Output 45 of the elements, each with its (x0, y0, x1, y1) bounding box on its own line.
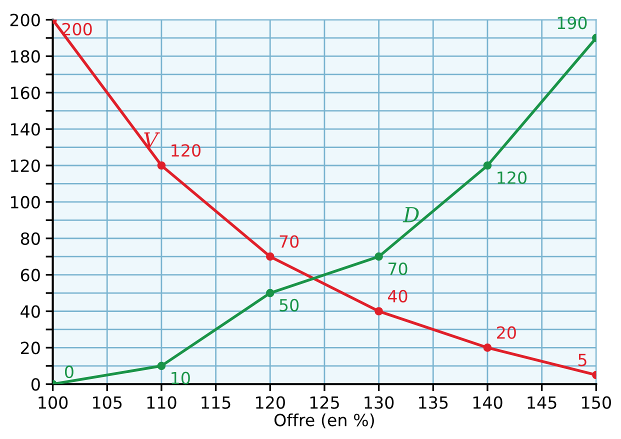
x-tick-label: 105 (93, 396, 122, 409)
data-label: 200 (62, 22, 92, 36)
point (483, 161, 492, 170)
y-tick-label: 200 (10, 14, 40, 26)
y-tick-label: 80 (20, 232, 40, 245)
point (157, 161, 166, 170)
data-label: 10 (172, 372, 190, 384)
data-label: 70 (280, 235, 299, 248)
point (266, 288, 274, 298)
x-tick-label: 115 (202, 396, 230, 409)
point (374, 252, 383, 261)
y-tick-label: 100 (11, 196, 40, 209)
y-tick-label: 140 (11, 123, 40, 136)
x-tick-label: 140 (473, 396, 502, 409)
y-tick-label: 180 (11, 50, 40, 63)
data-label: 5 (578, 354, 586, 366)
series-label: D (402, 207, 419, 222)
series-label: V (144, 132, 160, 148)
data-label: 40 (388, 290, 408, 302)
y-tick-label: 0 (31, 378, 40, 391)
point (157, 362, 166, 370)
point (266, 252, 274, 261)
data-label: 190 (558, 16, 587, 30)
y-tick-label: 120 (11, 159, 40, 172)
point (483, 344, 492, 352)
y-tick-label: 20 (20, 342, 40, 354)
data-label: 50 (280, 298, 299, 312)
y-tick-label: 40 (20, 305, 40, 318)
x-tick-label: 125 (310, 396, 339, 409)
x-tick-label: 150 (582, 396, 611, 409)
x-tick-label: 145 (528, 396, 556, 409)
x-tick-label: 130 (364, 396, 394, 409)
x-tick-label: 100 (38, 396, 68, 409)
y-tick-label: 60 (20, 268, 40, 282)
y-tick-label: 160 (11, 86, 40, 100)
data-label: 120 (498, 171, 527, 184)
data-label: 0 (64, 366, 74, 378)
x-tick-label: 135 (419, 396, 448, 409)
point (374, 307, 383, 316)
data-label: 70 (388, 262, 408, 276)
x-axis-title: Offre (en %) (274, 413, 374, 428)
data-label: 120 (172, 144, 200, 157)
x-tick-label: 120 (256, 396, 285, 409)
x-tick-label: 110 (147, 396, 176, 409)
data-label: 20 (497, 326, 516, 339)
